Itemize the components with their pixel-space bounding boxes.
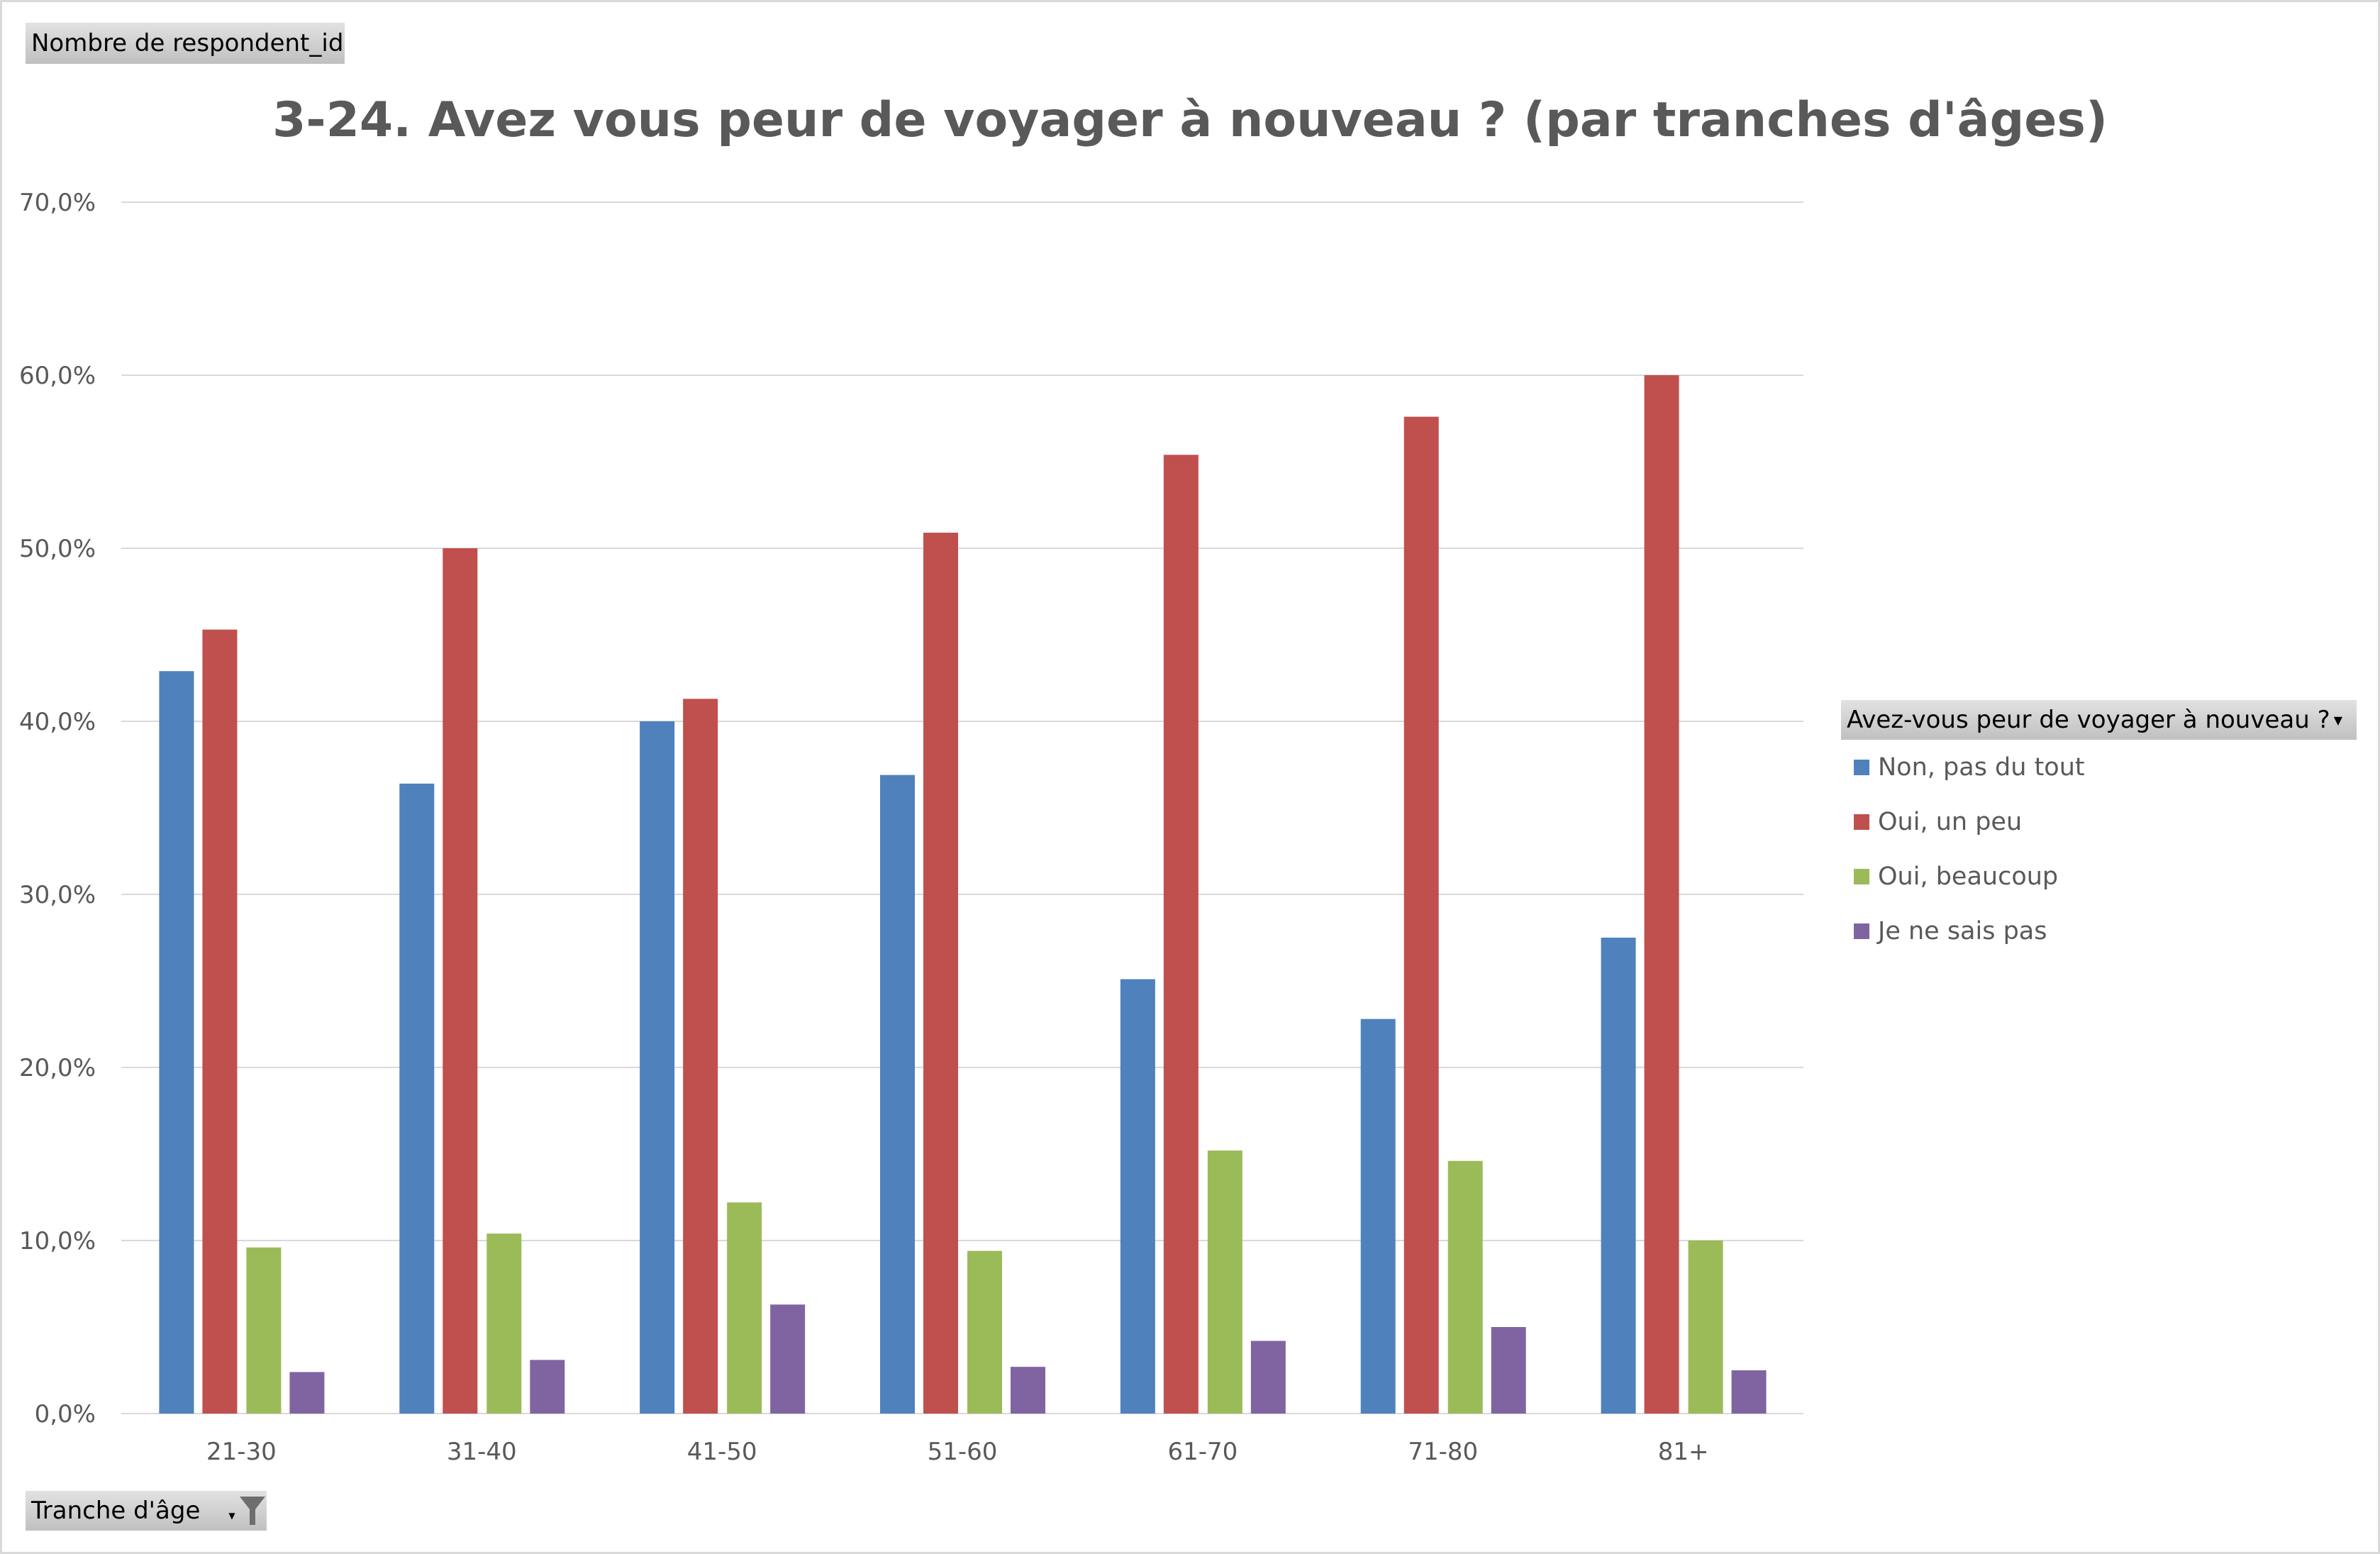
- bar-non-pas-du-tout-51-60: [880, 775, 915, 1414]
- bar-non-pas-du-tout-31-40: [399, 783, 435, 1414]
- y-tick-label: 10,0%: [19, 1227, 96, 1255]
- bar-je-ne-sais-pas-61-70: [1250, 1341, 1286, 1414]
- x-tick-label: 41-50: [687, 1438, 757, 1466]
- bar-non-pas-du-tout-71-80: [1360, 1019, 1396, 1414]
- bar-oui-beaucoup-71-80: [1447, 1160, 1483, 1414]
- legend-swatch: [1854, 923, 1869, 939]
- legend-swatch: [1854, 760, 1869, 775]
- legend-label: Oui, un peu: [1878, 808, 2023, 836]
- bar-oui-beaucoup-61-70: [1207, 1150, 1242, 1414]
- bar-non-pas-du-tout-61-70: [1120, 979, 1155, 1414]
- legend-label: Je ne sais pas: [1878, 917, 2047, 945]
- values-field-label: Nombre de respondent_id: [31, 29, 344, 57]
- x-tick-label: 31-40: [447, 1438, 517, 1466]
- x-tick-label: 51-60: [928, 1438, 998, 1466]
- bar-oui-un-peu-31-40: [443, 548, 478, 1414]
- bar-oui-un-peu-51-60: [923, 533, 958, 1414]
- bar-oui-un-peu-81+: [1644, 375, 1679, 1414]
- bar-je-ne-sais-pas-41-50: [770, 1304, 806, 1414]
- legend-swatch: [1854, 814, 1869, 830]
- y-tick-label: 50,0%: [19, 535, 96, 563]
- legend-label: Oui, beaucoup: [1878, 862, 2059, 891]
- chart-title: 3-24. Avez vous peur de voyager à nouvea…: [272, 92, 2108, 148]
- bar-oui-beaucoup-41-50: [727, 1202, 762, 1414]
- bar-oui-un-peu-61-70: [1163, 455, 1199, 1414]
- y-tick-label: 30,0%: [19, 881, 96, 909]
- x-tick-label: 81+: [1658, 1438, 1709, 1466]
- bar-oui-beaucoup-21-30: [246, 1247, 282, 1414]
- bar-oui-beaucoup-31-40: [486, 1233, 522, 1414]
- bar-oui-un-peu-71-80: [1403, 416, 1439, 1414]
- x-tick-label: 71-80: [1408, 1438, 1478, 1466]
- y-tick-label: 20,0%: [19, 1054, 96, 1082]
- bar-je-ne-sais-pas-51-60: [1011, 1367, 1045, 1414]
- bar-je-ne-sais-pas-21-30: [289, 1372, 325, 1414]
- bar-oui-beaucoup-51-60: [967, 1250, 1002, 1414]
- legend-item[interactable]: Oui, beaucoup: [1854, 862, 2058, 891]
- bar-oui-beaucoup-81+: [1688, 1241, 1723, 1414]
- bar-oui-un-peu-21-30: [202, 629, 238, 1414]
- filter-icon: [239, 1497, 265, 1525]
- bar-je-ne-sais-pas-31-40: [530, 1360, 565, 1414]
- y-tick-label: 40,0%: [19, 708, 96, 736]
- bar-non-pas-du-tout-81+: [1601, 938, 1636, 1414]
- values-field-button[interactable]: Nombre de respondent_id: [26, 23, 345, 64]
- legend-item[interactable]: Je ne sais pas: [1854, 917, 2047, 945]
- axis-field-button[interactable]: Tranche d'âge ▼: [26, 1491, 267, 1531]
- y-tick-label: 0,0%: [35, 1400, 96, 1428]
- bar-je-ne-sais-pas-71-80: [1491, 1327, 1526, 1414]
- legend-field-label: Avez-vous peur de voyager à nouveau ?: [1847, 706, 2330, 734]
- legend-field-button[interactable]: Avez-vous peur de voyager à nouveau ? ▼: [1841, 700, 2357, 740]
- x-tick-label: 21-30: [206, 1438, 277, 1466]
- dropdown-arrow-icon: ▼: [228, 1511, 235, 1521]
- dropdown-arrow-icon: ▼: [2333, 713, 2342, 727]
- bar-non-pas-du-tout-41-50: [640, 721, 675, 1414]
- x-tick-label: 61-70: [1167, 1438, 1238, 1466]
- axis-field-label: Tranche d'âge: [31, 1497, 201, 1525]
- legend-swatch: [1854, 869, 1869, 884]
- legend-item[interactable]: Oui, un peu: [1854, 808, 2022, 836]
- legend-label: Non, pas du tout: [1878, 753, 2085, 782]
- legend-item[interactable]: Non, pas du tout: [1854, 753, 2085, 782]
- bar-je-ne-sais-pas-81+: [1731, 1370, 1767, 1414]
- bar-oui-un-peu-41-50: [683, 699, 718, 1414]
- bar-non-pas-du-tout-21-30: [159, 671, 194, 1414]
- y-tick-label: 60,0%: [19, 362, 96, 390]
- y-tick-label: 70,0%: [19, 189, 96, 217]
